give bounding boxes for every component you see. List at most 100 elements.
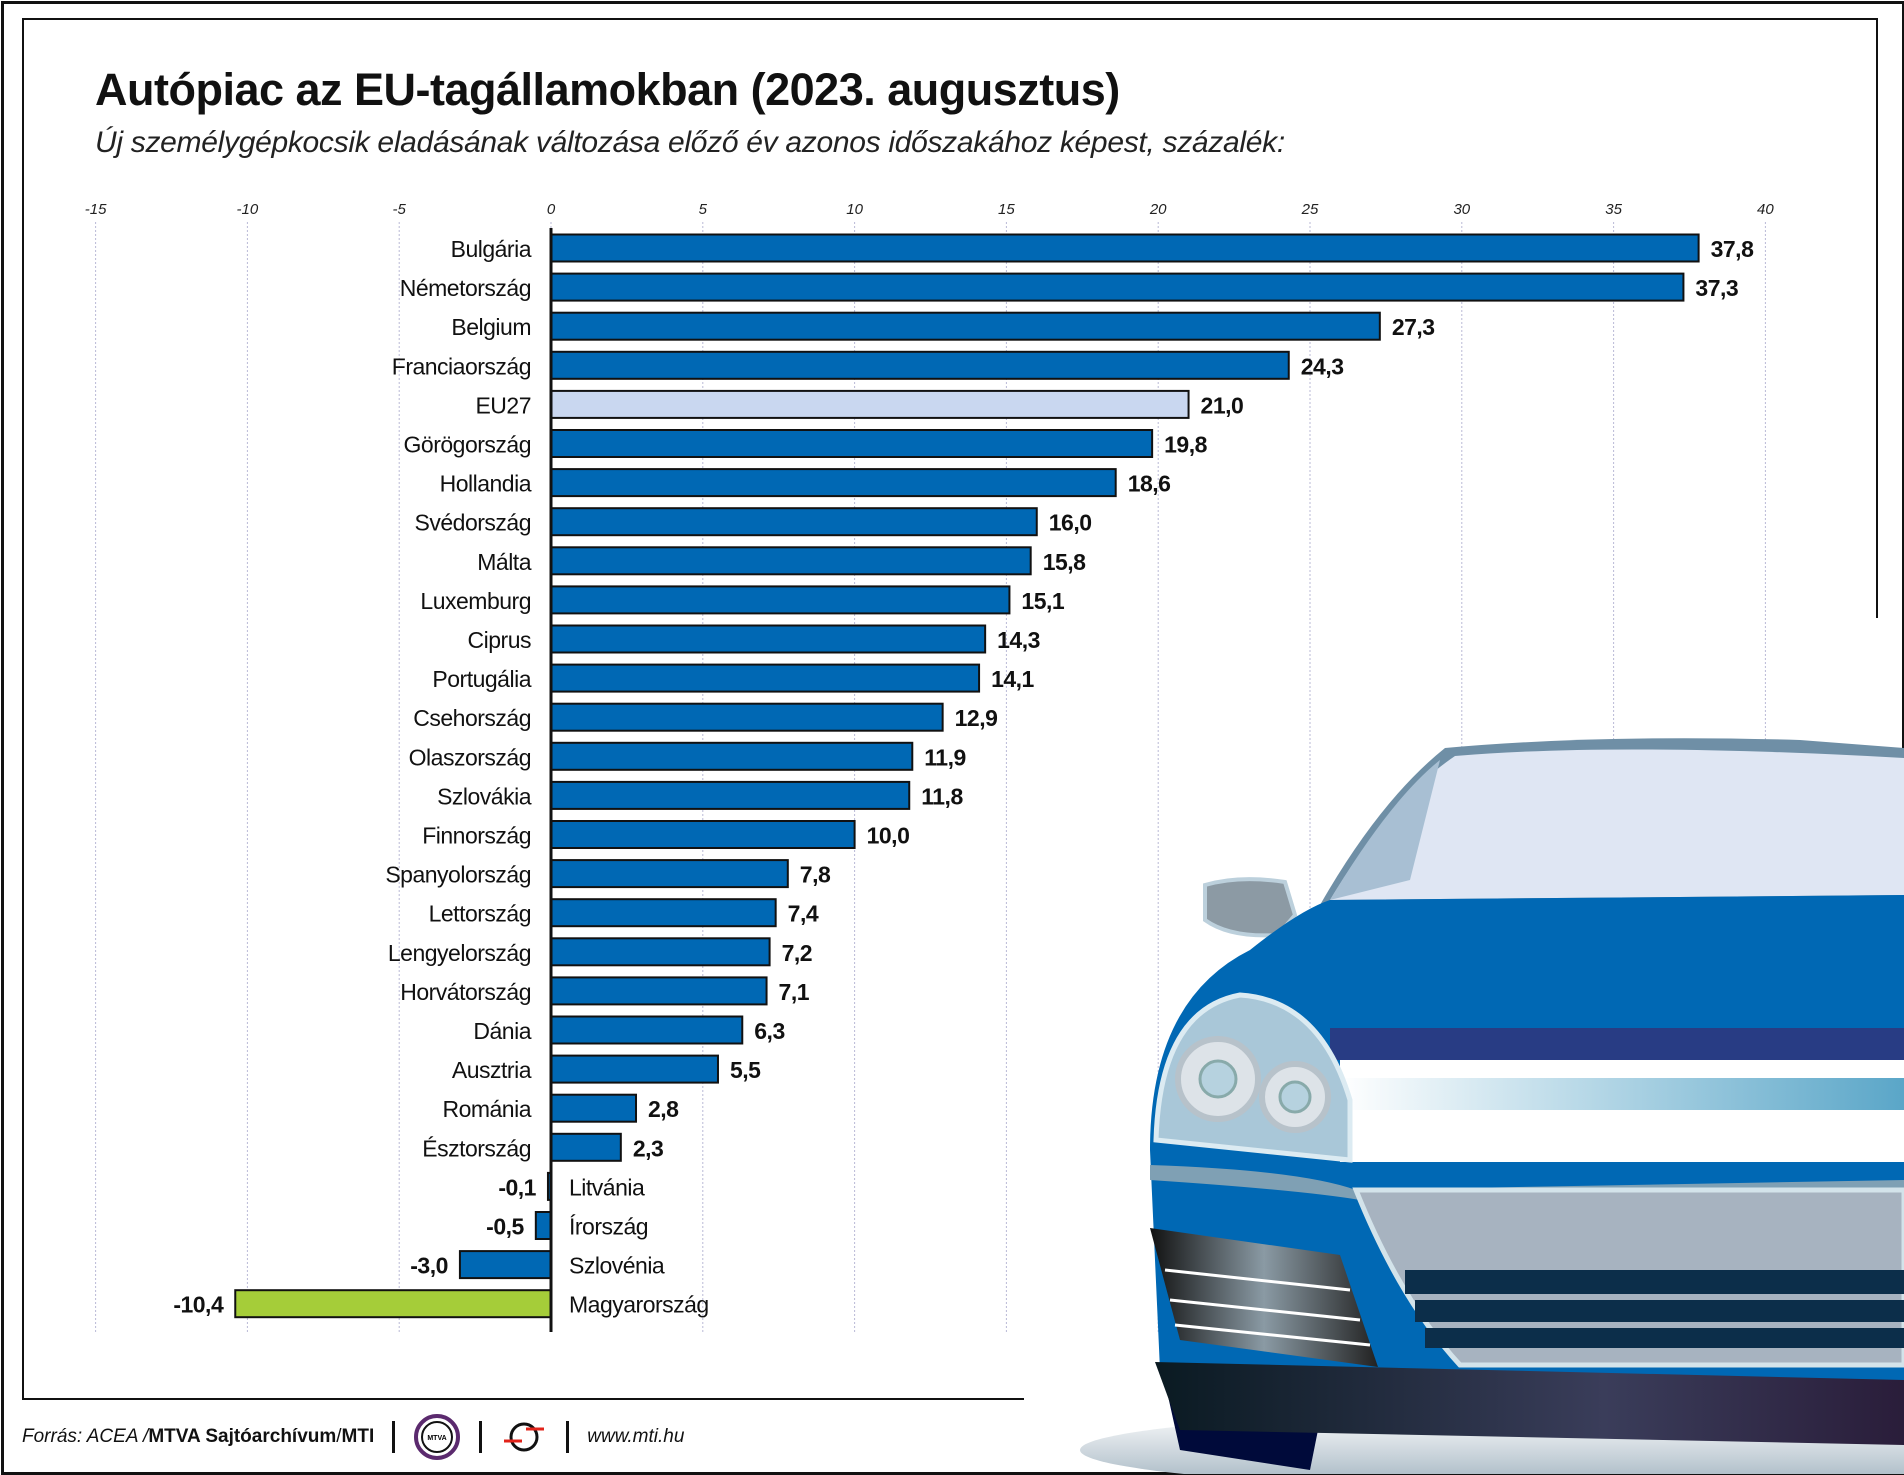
x-tick-label: 40 <box>1757 201 1774 218</box>
data-label: 11,8 <box>921 783 963 809</box>
category-label: Dánia <box>473 1018 531 1044</box>
bar <box>550 468 1117 498</box>
bar <box>550 1132 622 1162</box>
data-label: -10,4 <box>173 1292 224 1318</box>
bar <box>550 272 1685 302</box>
category-label: Portugália <box>432 666 531 692</box>
x-tick-label: -15 <box>85 201 107 218</box>
mtva-logo-icon: MTVA <box>414 1414 461 1460</box>
website-link[interactable]: www.mti.hu <box>587 1426 685 1447</box>
bar <box>550 859 789 889</box>
category-label: Ausztria <box>452 1057 532 1083</box>
source-archive: MTVA Sajtóarchívum <box>148 1426 337 1447</box>
data-label: 7,2 <box>782 940 812 966</box>
data-label: 2,3 <box>633 1135 663 1161</box>
category-label: Bulgária <box>451 236 532 262</box>
x-tick-label: 5 <box>699 201 708 218</box>
category-label: Lengyelország <box>388 940 531 966</box>
bar <box>550 741 914 771</box>
bar <box>550 976 768 1006</box>
category-label: Málta <box>477 549 531 575</box>
source-mti: MTI <box>341 1426 375 1447</box>
category-label: Luxemburg <box>420 588 531 614</box>
source-separator: / <box>336 1426 342 1447</box>
bar <box>234 1289 552 1319</box>
bar <box>550 780 911 810</box>
data-label: 7,8 <box>800 862 831 888</box>
bar <box>550 898 777 928</box>
data-label: 15,1 <box>1021 588 1064 614</box>
bar <box>550 429 1154 458</box>
bar <box>550 389 1190 419</box>
footer-divider <box>479 1421 483 1453</box>
data-label: 6,3 <box>754 1018 784 1044</box>
category-label: Ciprus <box>468 627 531 653</box>
data-label: -3,0 <box>410 1253 448 1279</box>
data-label: 18,6 <box>1128 471 1171 497</box>
data-label: 21,0 <box>1201 392 1244 418</box>
category-label: Horvátország <box>400 979 531 1005</box>
footer-divider <box>392 1421 396 1453</box>
bar <box>550 1093 638 1123</box>
category-label: Franciaország <box>392 353 531 379</box>
bar <box>550 663 981 693</box>
x-tick-label: 10 <box>846 201 863 218</box>
footer-divider <box>566 1421 570 1453</box>
data-label: 7,1 <box>779 979 810 1005</box>
category-label: Hollandia <box>440 471 532 497</box>
car-illustration <box>1080 738 1904 1474</box>
svg-text:MTVA: MTVA <box>428 1435 447 1442</box>
bar <box>550 311 1381 341</box>
x-tick-label: 15 <box>998 201 1015 218</box>
bar <box>550 585 1011 615</box>
data-label: 37,8 <box>1711 236 1754 262</box>
data-label: 19,8 <box>1164 432 1207 458</box>
data-label: 24,3 <box>1301 353 1344 379</box>
data-label: 16,0 <box>1049 510 1092 536</box>
bar <box>550 702 944 732</box>
data-label: 10,0 <box>867 823 910 849</box>
bar <box>550 1054 719 1084</box>
bar <box>550 624 987 654</box>
bar <box>550 937 771 967</box>
data-label: 15,8 <box>1043 549 1086 575</box>
category-label: Lettország <box>429 901 531 927</box>
data-label: 27,3 <box>1392 314 1435 340</box>
mti-logo-icon <box>504 1422 545 1452</box>
bar <box>550 820 856 849</box>
frame-right-line <box>1876 18 1878 618</box>
x-tick-label: 20 <box>1149 201 1167 218</box>
data-label: -0,5 <box>486 1214 524 1240</box>
inner-frame <box>22 18 1024 1400</box>
category-label: Írország <box>569 1214 648 1240</box>
category-label: Litvánia <box>569 1174 645 1200</box>
data-label: 11,9 <box>924 744 966 770</box>
frame-top-line <box>22 18 1878 20</box>
category-label: Csehország <box>413 705 531 731</box>
chart-subtitle: Új személygépkocsik eladásának változása… <box>95 126 1285 159</box>
data-label: 37,3 <box>1695 275 1738 301</box>
category-label: Olaszország <box>409 744 531 770</box>
bar <box>458 1250 553 1280</box>
chart-title: Autópiac az EU-tagállamokban (2023. augu… <box>95 64 1120 115</box>
category-label: Svédország <box>415 510 531 536</box>
category-label: Belgium <box>451 314 531 340</box>
data-label: 14,1 <box>991 666 1034 692</box>
category-label: Szlovénia <box>569 1253 665 1279</box>
x-tick-label: 35 <box>1605 201 1622 218</box>
bar <box>550 233 1700 263</box>
category-label: Magyarország <box>569 1292 709 1318</box>
bar <box>550 350 1290 380</box>
data-label: 5,5 <box>730 1057 761 1083</box>
data-label: 2,8 <box>648 1096 679 1122</box>
category-label: Észtország <box>422 1135 531 1161</box>
source-prefix: Forrás: ACEA / <box>22 1426 149 1447</box>
x-tick-label: 25 <box>1301 201 1319 218</box>
x-tick-label: 0 <box>547 201 556 218</box>
bar <box>534 1211 553 1240</box>
category-label: Románia <box>442 1096 531 1122</box>
category-label: Németország <box>400 275 531 301</box>
category-label: Spanyolország <box>385 862 531 888</box>
category-label: EU27 <box>475 392 531 418</box>
x-tick-label: -5 <box>393 201 407 218</box>
